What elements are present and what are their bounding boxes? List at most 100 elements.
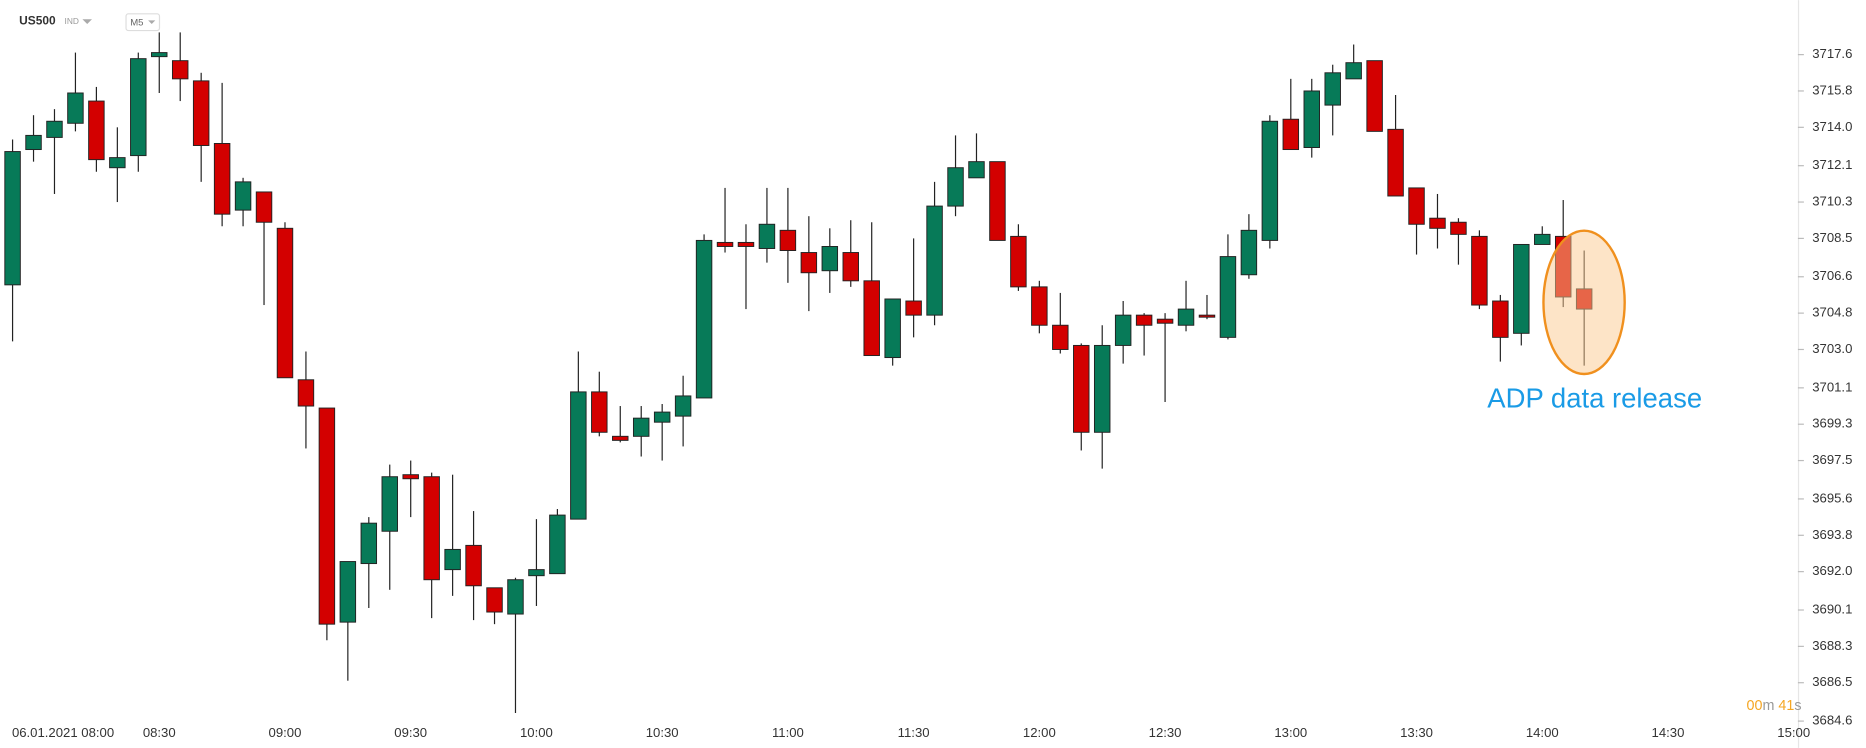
candle-body bbox=[1408, 187, 1425, 225]
timer: 00m 41s bbox=[1747, 698, 1802, 714]
candle-body bbox=[884, 298, 901, 359]
candle-body bbox=[444, 548, 461, 571]
candle-body bbox=[612, 435, 629, 441]
candle-body bbox=[905, 300, 922, 316]
candle-body bbox=[297, 379, 315, 407]
y-tick-label: 3697.5 bbox=[1812, 452, 1852, 467]
symbol-dropdown[interactable] bbox=[82, 19, 92, 24]
candle-body bbox=[1219, 256, 1237, 338]
candle-body bbox=[192, 80, 210, 146]
y-tick-label: 3695.6 bbox=[1812, 490, 1852, 505]
candle-body bbox=[423, 476, 440, 581]
candle-body bbox=[1471, 235, 1488, 306]
candle-body bbox=[800, 252, 818, 274]
candle-body bbox=[130, 58, 147, 157]
candle-body bbox=[947, 167, 964, 207]
candle-body bbox=[863, 280, 880, 357]
candle-body bbox=[360, 522, 378, 565]
candle-body bbox=[151, 52, 168, 58]
candle-body bbox=[632, 417, 650, 437]
candle-body bbox=[4, 151, 21, 286]
candle-body bbox=[591, 391, 608, 433]
candle-body bbox=[821, 246, 839, 272]
candle-body bbox=[674, 395, 692, 417]
candle-body bbox=[318, 407, 336, 625]
timer-unit: s bbox=[1794, 698, 1801, 714]
x-tick-label: 14:00 bbox=[1526, 725, 1559, 740]
y-tick-label: 3692.0 bbox=[1812, 563, 1852, 578]
y-tick-label: 3712.1 bbox=[1812, 157, 1852, 172]
y-tick-label: 3690.1 bbox=[1812, 601, 1852, 616]
candle-body bbox=[1345, 62, 1362, 80]
interval-dropdown[interactable] bbox=[148, 20, 156, 24]
candle-body bbox=[1093, 344, 1111, 433]
candle-body bbox=[234, 181, 252, 211]
candle-body bbox=[1031, 286, 1048, 326]
candle-body bbox=[989, 161, 1006, 241]
candle-body bbox=[1534, 233, 1551, 245]
timer-minutes: 00 bbox=[1747, 698, 1763, 714]
candle-body bbox=[507, 579, 524, 615]
candle-body bbox=[276, 227, 294, 379]
symbol[interactable]: US500 bbox=[19, 14, 56, 28]
plot bbox=[4, 32, 1593, 714]
candle-body bbox=[171, 60, 189, 80]
y-tick-label: 3686.5 bbox=[1812, 674, 1852, 689]
annotation: ADP data release bbox=[1487, 383, 1702, 414]
x-tick-label: 09:30 bbox=[394, 725, 427, 740]
interval-box[interactable] bbox=[125, 13, 161, 32]
candle-body bbox=[67, 92, 84, 124]
x-tick-label: 13:30 bbox=[1400, 725, 1433, 740]
y-tick-label: 3688.3 bbox=[1812, 638, 1852, 653]
candle-body bbox=[1324, 72, 1341, 106]
y-tick-label: 3715.8 bbox=[1812, 82, 1852, 97]
highlight-ellipse bbox=[1542, 229, 1626, 376]
y-tick-label: 3699.3 bbox=[1812, 416, 1852, 431]
candle-body bbox=[46, 120, 63, 138]
candle-body bbox=[549, 514, 566, 575]
candle-body bbox=[528, 569, 545, 577]
candle-body bbox=[1513, 243, 1530, 334]
candle-body bbox=[465, 544, 482, 587]
y-tick-label: 3704.8 bbox=[1812, 305, 1852, 320]
candle-body bbox=[842, 252, 859, 282]
y-tick-label: 3714.0 bbox=[1812, 119, 1852, 134]
candle-body bbox=[1429, 217, 1446, 229]
candle-body bbox=[1366, 60, 1383, 132]
interval[interactable]: M5 bbox=[130, 17, 143, 28]
y-tick-label: 3693.8 bbox=[1812, 527, 1852, 542]
y-tick-label: 3706.6 bbox=[1812, 268, 1852, 283]
candle-body bbox=[255, 191, 273, 223]
x-tick-label: 13:00 bbox=[1274, 725, 1307, 740]
x-tick-label: 15:00 bbox=[1777, 725, 1810, 740]
candle-body bbox=[1303, 90, 1320, 148]
candle-body bbox=[1282, 118, 1300, 151]
candle-body bbox=[926, 205, 943, 316]
candle-body bbox=[737, 241, 755, 247]
y-tick-label: 3710.3 bbox=[1812, 194, 1852, 209]
y-tick-label: 3701.1 bbox=[1812, 379, 1852, 394]
candle-body bbox=[402, 474, 419, 480]
candle-body bbox=[1177, 308, 1195, 326]
x-tick-label: 11:30 bbox=[898, 725, 930, 740]
candle-body bbox=[695, 239, 713, 399]
x-tick-label: 10:30 bbox=[646, 725, 679, 740]
x-tick-label: 12:00 bbox=[1023, 725, 1056, 740]
market: IND bbox=[65, 16, 79, 26]
candle-body bbox=[1261, 120, 1279, 241]
candle-body bbox=[213, 142, 231, 215]
y-tick-label: 3717.6 bbox=[1812, 46, 1852, 61]
candle-body bbox=[25, 134, 42, 151]
candle-body bbox=[968, 161, 985, 179]
candle-body bbox=[1492, 300, 1509, 338]
candle-body bbox=[1073, 344, 1090, 433]
candle-body bbox=[1052, 324, 1069, 350]
candle-body bbox=[88, 100, 105, 161]
candle-body bbox=[758, 223, 776, 249]
candle-body bbox=[1198, 314, 1216, 318]
candle-body bbox=[381, 476, 398, 532]
candle-body bbox=[1135, 314, 1153, 326]
candle-body bbox=[109, 157, 126, 169]
x-tick-label: 10:00 bbox=[520, 725, 553, 740]
